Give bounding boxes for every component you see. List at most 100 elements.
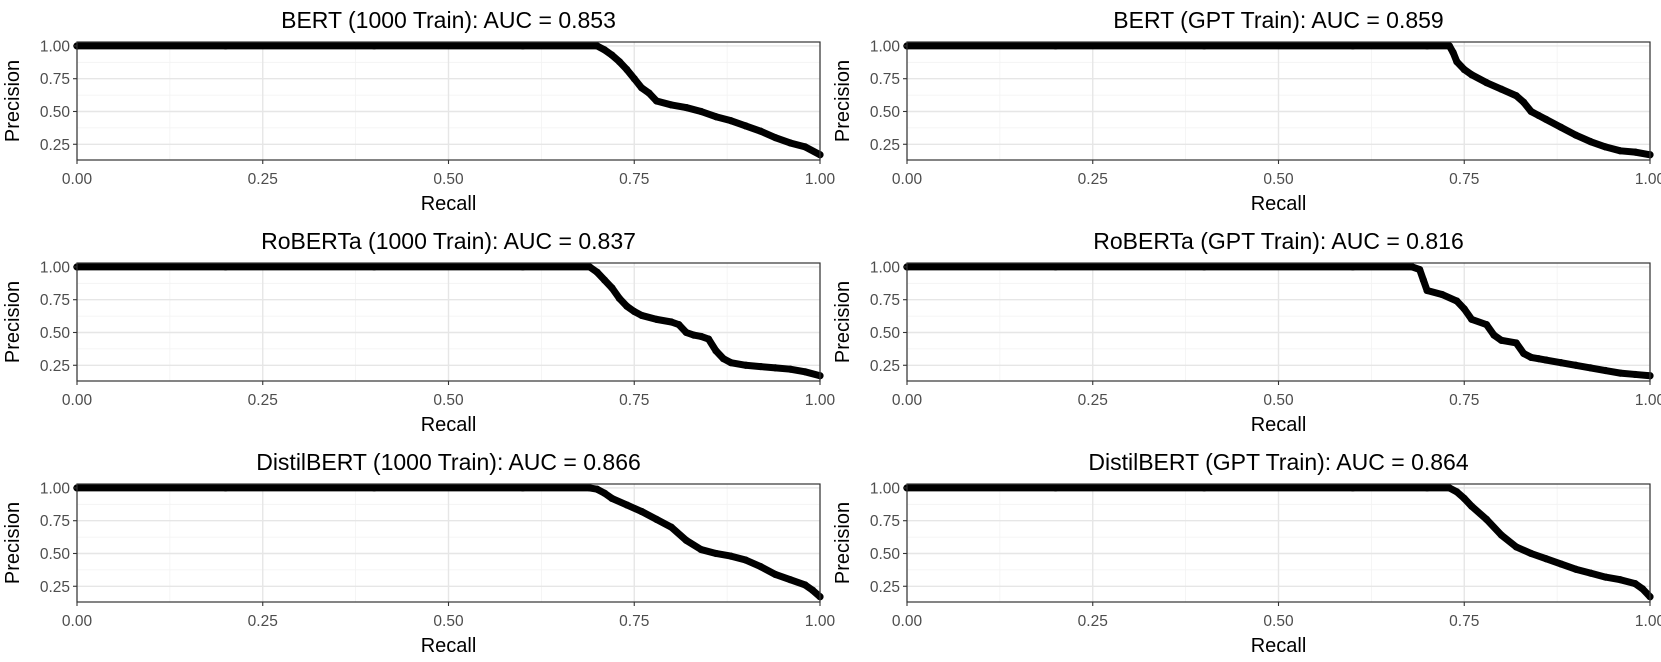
x-tick-label: 0.75: [619, 613, 649, 630]
data-point: [1468, 502, 1476, 510]
x-tick-label: 0.00: [892, 171, 923, 188]
data-point: [742, 122, 750, 130]
y-tick-label: 0.50: [870, 104, 901, 121]
data-point: [712, 347, 720, 355]
data-point: [786, 365, 794, 373]
data-point: [1527, 353, 1535, 361]
data-point: [756, 563, 765, 571]
data-point: [638, 507, 646, 516]
data-point: [519, 42, 527, 50]
pr-curve-panel: 0.00 0.25 0.50 0.75 1.00 0.25 0.50 0.75 1.00 BERT…: [832, 7, 1661, 215]
data-point: [704, 335, 713, 343]
data-point: [1408, 263, 1416, 271]
data-point: [786, 576, 794, 584]
x-tick-label: 0.50: [1263, 171, 1294, 188]
data-point: [1445, 484, 1453, 492]
data-point: [600, 276, 609, 284]
data-point: [630, 307, 638, 316]
data-point: [1527, 107, 1535, 116]
x-tick-label: 1.00: [1635, 392, 1661, 409]
data-point: [1520, 349, 1528, 358]
y-tick-label: 0.50: [870, 325, 901, 342]
x-tick-label: 0.75: [1449, 613, 1479, 630]
data-point: [719, 355, 728, 363]
data-point: [712, 113, 720, 121]
x-tick-label: 0.50: [433, 171, 464, 188]
data-point: [1631, 148, 1639, 156]
x-tick-label: 0.00: [892, 613, 923, 630]
y-tick-label: 0.25: [40, 137, 70, 154]
data-point: [608, 494, 616, 503]
data-point: [370, 484, 378, 492]
data-point: [652, 515, 661, 524]
data-point: [1482, 515, 1491, 524]
data-point: [1497, 336, 1505, 344]
x-axis-title: Recall: [421, 635, 477, 657]
data-point: [615, 58, 623, 66]
data-point: [801, 143, 809, 151]
chart-title: DistilBERT (GPT Train): AUC = 0.864: [1088, 449, 1468, 475]
chart-title: DistilBERT (1000 Train): AUC = 0.866: [256, 449, 641, 475]
data-point: [1601, 366, 1610, 375]
data-point: [771, 134, 780, 142]
y-tick-label: 1.00: [870, 259, 901, 276]
data-point: [675, 321, 683, 329]
y-tick-label: 0.75: [40, 71, 70, 88]
x-axis-title: Recall: [1251, 414, 1307, 436]
y-tick-label: 0.25: [40, 358, 70, 375]
x-tick-label: 0.75: [619, 171, 649, 188]
data-point: [600, 46, 609, 54]
data-point: [623, 501, 631, 509]
data-point: [667, 101, 676, 109]
data-point: [1512, 339, 1520, 347]
data-point: [1453, 488, 1461, 496]
data-point: [697, 332, 705, 341]
y-tick-label: 0.25: [870, 358, 900, 375]
x-tick-label: 0.25: [248, 392, 278, 409]
data-point: [1438, 290, 1446, 299]
data-point: [370, 263, 378, 271]
data-point: [667, 318, 676, 326]
data-point: [1557, 123, 1565, 131]
data-point: [652, 97, 661, 105]
y-axis-title: Precision: [832, 502, 854, 584]
pr-curve-line: [903, 484, 1654, 601]
data-point: [593, 268, 601, 276]
data-point: [222, 484, 230, 492]
y-axis-title: Precision: [2, 502, 24, 584]
chart-title: BERT (1000 Train): AUC = 0.853: [281, 7, 616, 33]
data-point: [756, 362, 765, 371]
x-tick-label: 1.00: [805, 392, 836, 409]
data-point: [645, 89, 653, 97]
y-tick-label: 0.75: [870, 71, 900, 88]
x-tick-label: 0.50: [1263, 392, 1294, 409]
data-point: [1200, 263, 1208, 271]
y-tick-label: 0.75: [870, 513, 900, 530]
data-point: [1052, 484, 1060, 492]
data-point: [1453, 297, 1461, 305]
x-tick-label: 1.00: [805, 171, 836, 188]
x-tick-label: 0.00: [892, 392, 923, 409]
data-point: [623, 65, 631, 74]
data-point: [1616, 576, 1624, 584]
y-tick-label: 1.00: [40, 38, 71, 55]
y-axis-title: Precision: [832, 60, 854, 142]
data-point: [1520, 98, 1528, 106]
data-point: [1601, 573, 1610, 581]
data-point: [370, 42, 378, 50]
data-point: [1557, 359, 1565, 367]
x-axis-title: Recall: [421, 414, 477, 436]
data-point: [1631, 580, 1639, 588]
data-point: [1423, 484, 1431, 492]
x-tick-label: 1.00: [1635, 171, 1661, 188]
data-point: [1416, 265, 1424, 274]
x-tick-label: 0.25: [248, 613, 278, 630]
data-point: [1616, 147, 1624, 155]
data-point: [1586, 364, 1595, 372]
data-point: [1542, 115, 1550, 123]
data-point: [682, 536, 690, 544]
data-point: [801, 368, 809, 376]
y-tick-label: 1.00: [40, 259, 71, 276]
data-point: [1349, 263, 1357, 271]
